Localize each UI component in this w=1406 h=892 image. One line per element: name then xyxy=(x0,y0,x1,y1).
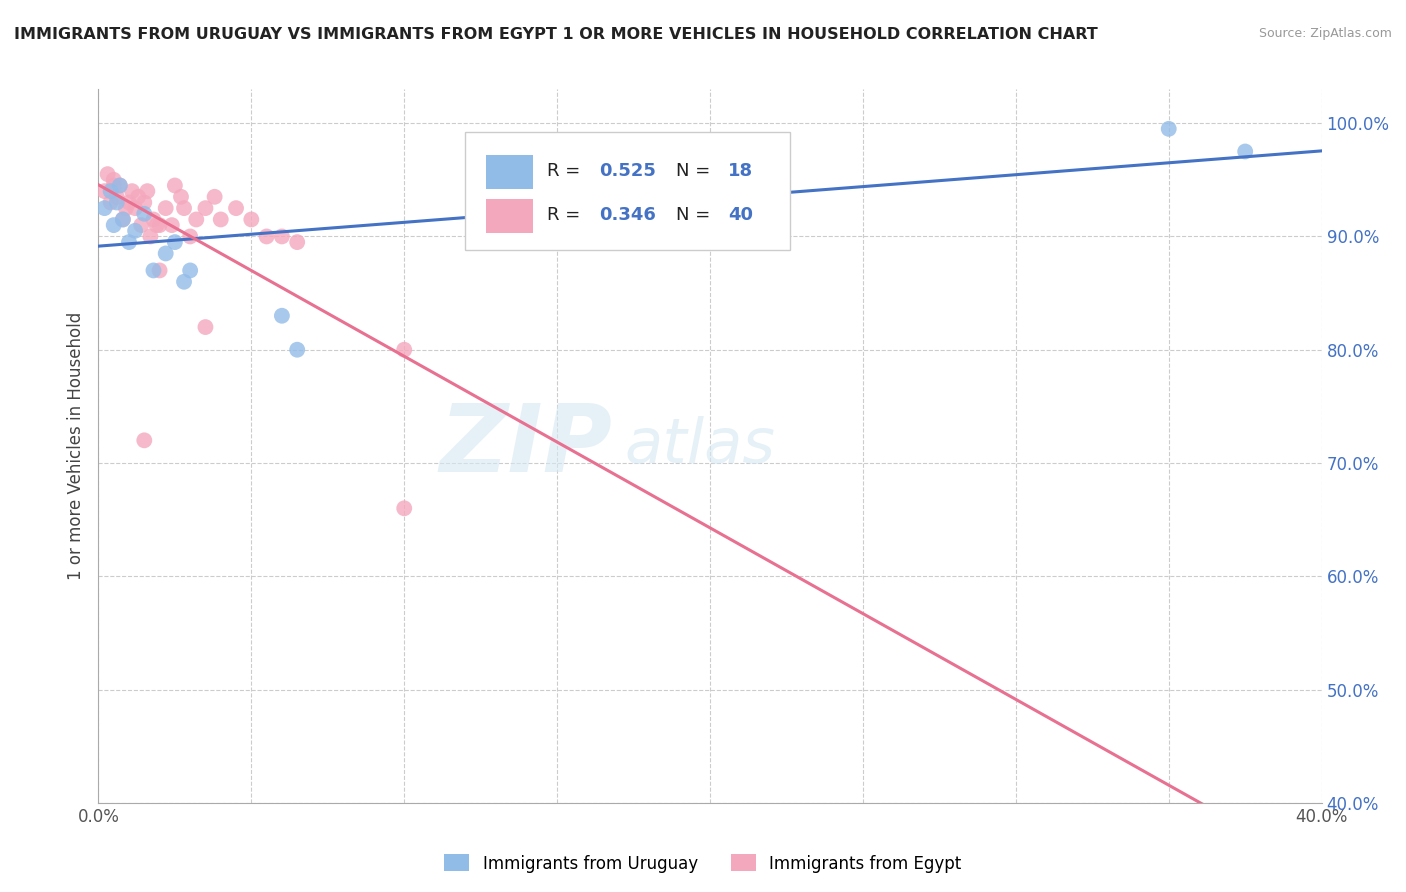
Point xyxy=(134,195,156,210)
Bar xyxy=(486,154,533,189)
Y-axis label: 1 or more Vehicles in Household: 1 or more Vehicles in Household xyxy=(67,312,86,580)
Point xyxy=(103,178,125,193)
Point xyxy=(194,320,217,334)
Point xyxy=(163,178,186,193)
Point xyxy=(149,218,172,232)
Point xyxy=(285,235,308,249)
Text: R =: R = xyxy=(547,162,581,180)
Point xyxy=(129,218,152,232)
Point xyxy=(1234,145,1257,159)
Text: 18: 18 xyxy=(728,162,754,180)
Text: IMMIGRANTS FROM URUGUAY VS IMMIGRANTS FROM EGYPT 1 OR MORE VEHICLES IN HOUSEHOLD: IMMIGRANTS FROM URUGUAY VS IMMIGRANTS FR… xyxy=(14,27,1098,42)
Point xyxy=(105,195,128,210)
Point xyxy=(179,229,201,244)
Point xyxy=(108,178,131,193)
Text: 40: 40 xyxy=(728,206,754,224)
Point xyxy=(124,201,146,215)
Text: 0.346: 0.346 xyxy=(599,206,655,224)
Point xyxy=(142,212,165,227)
Text: R =: R = xyxy=(547,206,581,224)
Point xyxy=(392,501,416,516)
Point xyxy=(105,190,128,204)
FancyBboxPatch shape xyxy=(465,132,790,250)
Point xyxy=(103,173,125,187)
Text: Source: ZipAtlas.com: Source: ZipAtlas.com xyxy=(1258,27,1392,40)
Point xyxy=(204,190,226,204)
Text: 0.525: 0.525 xyxy=(599,162,655,180)
Point xyxy=(108,178,131,193)
Point xyxy=(256,229,278,244)
Text: atlas: atlas xyxy=(624,416,775,476)
Text: N =: N = xyxy=(676,162,710,180)
Point xyxy=(270,229,292,244)
Point xyxy=(111,212,134,227)
Point xyxy=(149,263,172,277)
Point xyxy=(118,195,141,210)
Point xyxy=(155,201,177,215)
Point xyxy=(160,218,183,232)
Point xyxy=(115,201,138,215)
Text: ZIP: ZIP xyxy=(439,400,612,492)
Point xyxy=(100,184,122,198)
Text: N =: N = xyxy=(676,206,710,224)
Point xyxy=(163,235,186,249)
Point xyxy=(145,218,167,232)
Point xyxy=(118,235,141,249)
Point xyxy=(121,184,143,198)
Point xyxy=(155,246,177,260)
Bar xyxy=(486,199,533,233)
Point xyxy=(209,212,232,227)
Point xyxy=(186,212,208,227)
Point xyxy=(103,218,125,232)
Point xyxy=(270,309,292,323)
Point xyxy=(111,212,134,227)
Point xyxy=(225,201,247,215)
Point xyxy=(240,212,263,227)
Point xyxy=(170,190,193,204)
Point xyxy=(179,263,201,277)
Point xyxy=(134,207,156,221)
Point xyxy=(194,201,217,215)
Point xyxy=(134,434,156,448)
Point xyxy=(285,343,308,357)
Point xyxy=(93,184,115,198)
Point xyxy=(97,167,120,181)
Point xyxy=(136,184,159,198)
Point xyxy=(392,343,416,357)
Legend: Immigrants from Uruguay, Immigrants from Egypt: Immigrants from Uruguay, Immigrants from… xyxy=(437,847,969,880)
Point xyxy=(93,201,115,215)
Point xyxy=(100,195,122,210)
Point xyxy=(173,201,195,215)
Point xyxy=(173,275,195,289)
Point xyxy=(127,190,149,204)
Point xyxy=(124,224,146,238)
Point xyxy=(142,263,165,277)
Point xyxy=(139,229,162,244)
Point xyxy=(1157,121,1180,136)
